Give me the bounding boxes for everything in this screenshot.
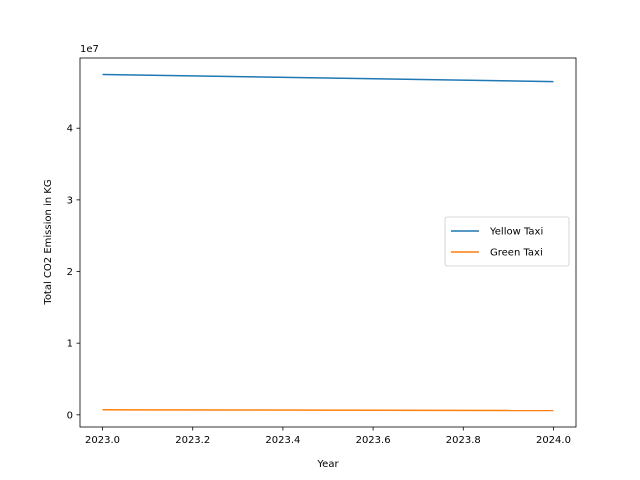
legend-label-0: Yellow Taxi [489, 227, 543, 238]
series-line-0 [102, 73, 554, 83]
legend-label-1: Green Taxi [490, 248, 543, 259]
legend: Yellow Taxi Green Taxi [444, 216, 570, 267]
y-axis-label: Total CO2 Emission in KG [43, 179, 54, 305]
series-line-1 [102, 409, 554, 412]
x-tick-label: 2023.6 [356, 435, 391, 446]
y-multiplier-label: 1e7 [80, 44, 99, 55]
x-ticks-layer: 2023.0 2023.2 2023.4 2023.6 2023.8 2024.0 [85, 427, 571, 446]
y-tick-label: 4 [67, 124, 73, 135]
x-tick-label: 2023.8 [446, 435, 481, 446]
x-tick-label: 2023.2 [175, 435, 210, 446]
x-tick-label: 2024.0 [536, 435, 571, 446]
lines-layer [102, 73, 554, 412]
y-tick-label: 2 [67, 267, 73, 278]
y-tick-label: 0 [67, 410, 73, 421]
x-axis-label: Year [316, 459, 339, 470]
y-tick-label: 1 [67, 339, 73, 350]
legend-frame [444, 216, 570, 267]
y-tick-label: 3 [67, 195, 73, 206]
x-tick-label: 2023.0 [85, 435, 120, 446]
y-ticks-layer: 0 1 2 3 4 [67, 124, 80, 421]
x-tick-label: 2023.4 [265, 435, 300, 446]
